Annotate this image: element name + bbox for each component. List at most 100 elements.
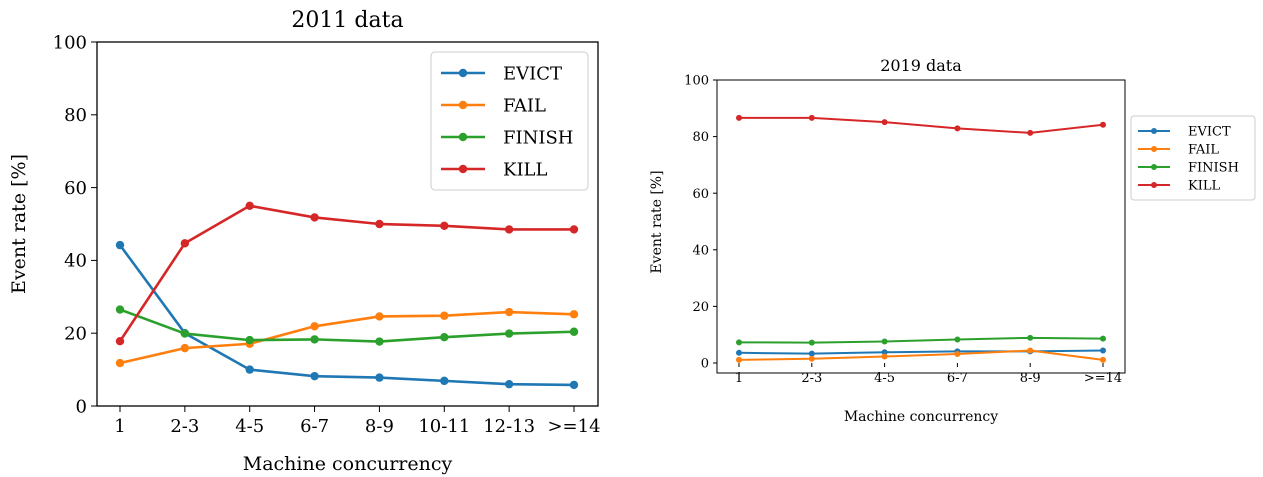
c1-legend-marker-kill: [458, 164, 468, 174]
c1-point-fail: [180, 343, 190, 353]
c2-point-kill: [954, 125, 961, 132]
c2-point-fail: [1100, 356, 1106, 363]
c2-point-kill: [881, 119, 888, 126]
chart-2019-legend: EVICT FAIL FINISH KILL: [1130, 115, 1256, 201]
c1-point-fail: [440, 311, 449, 320]
c2-point-kill: [1100, 121, 1106, 128]
chart-2019-frame: [716, 79, 1126, 374]
c1-xtick-label: 12-13: [483, 416, 535, 437]
c1-point-finish: [375, 337, 384, 346]
c2-legend-label-finish: FINISH: [1188, 161, 1239, 176]
c2-point-finish: [954, 336, 961, 343]
chart-2019-ylabel: Event rate [%]: [649, 170, 665, 273]
c1-point-kill: [440, 221, 449, 231]
c2-legend-marker-evict: [1151, 128, 1157, 134]
c2-point-fail: [881, 353, 888, 360]
chart-2019-xlabel: Machine concurrency: [844, 409, 998, 425]
c2-point-kill: [1027, 129, 1034, 136]
c1-point-evict: [245, 365, 254, 374]
c1-legend-label-kill: KILL: [503, 159, 548, 180]
c2-xtick-label: 4-5: [874, 371, 895, 386]
c2-ytick-label: 80: [692, 130, 709, 145]
c1-ytick-label: 40: [64, 251, 87, 272]
c1-point-evict: [115, 240, 125, 250]
chart-2019-title: 2019 data: [880, 56, 962, 75]
c1-ytick-label: 60: [64, 178, 87, 199]
chart-2019-series: [736, 114, 1106, 363]
c2-point-fail: [1027, 347, 1034, 354]
c2-ytick-label: 0: [701, 357, 709, 372]
c2-legend-label-evict: EVICT: [1188, 125, 1231, 140]
c2-point-kill: [808, 114, 815, 121]
c1-point-kill: [245, 201, 254, 210]
c2-point-fail: [736, 356, 742, 363]
chart-2011-x-ticks: 1 2-3 4-5 6-7 8-9 10-11 12-13 >=14: [114, 406, 601, 437]
c1-legend-marker-fail: [458, 100, 468, 110]
c1-point-evict: [569, 380, 579, 390]
chart-2011-legend: EVICT FAIL FINISH KILL: [430, 51, 589, 191]
chart-2019-legend-box: [1130, 115, 1256, 201]
c2-legend-label-kill: KILL: [1188, 179, 1220, 194]
c1-series-line-fail: [119, 310, 575, 365]
c2-point-kill: [736, 114, 742, 121]
c1-point-finish: [310, 335, 319, 344]
c2-series-line-finish: [738, 336, 1104, 344]
c1-legend-marker-evict: [458, 68, 468, 78]
c1-ytick-label: 0: [76, 396, 87, 417]
chart-2011-title: 2011 data: [291, 8, 403, 33]
c2-point-evict: [808, 350, 815, 357]
c2-series-line-kill: [739, 116, 1104, 134]
c1-series-line-evict: [118, 244, 575, 387]
c2-legend-marker-kill: [1151, 182, 1157, 188]
chart-2011-ylabel: Event rate [%]: [8, 154, 30, 294]
c1-xtick-label: 4-5: [235, 416, 264, 437]
c1-series-line-finish: [119, 308, 575, 343]
c1-point-evict: [310, 371, 319, 381]
c1-point-finish: [115, 305, 125, 314]
c1-point-evict: [504, 379, 514, 389]
c2-point-finish: [808, 339, 815, 346]
c2-ytick-label: 100: [684, 74, 709, 89]
c2-xtick-label: 1: [735, 371, 743, 386]
chart-2011-frame: [96, 41, 599, 407]
c1-xtick-label: 1: [114, 416, 125, 437]
c1-point-finish: [569, 327, 579, 336]
c1-point-fail: [375, 312, 384, 321]
c1-series-line-kill: [118, 204, 574, 342]
c2-xtick-label: 6-7: [947, 371, 968, 386]
c1-point-kill: [310, 213, 319, 222]
c1-point-fail: [115, 358, 125, 368]
c2-point-fail: [808, 355, 815, 362]
c1-point-finish: [504, 329, 514, 338]
chart-2011-xlabel: Machine concurrency: [243, 453, 453, 475]
c1-ytick-label: 100: [53, 32, 87, 53]
c2-point-evict: [881, 349, 888, 356]
c1-ytick-label: 80: [64, 105, 87, 126]
c2-legend-marker-finish: [1151, 164, 1157, 170]
chart-2011-series: [115, 201, 579, 390]
c2-series-line-fail: [738, 349, 1104, 361]
c1-legend-label-evict: EVICT: [503, 63, 562, 84]
c1-point-kill: [504, 225, 514, 234]
c2-xtick-label: 2-3: [801, 371, 822, 386]
chart-2019-x-ticks: 1 2-3 4-5 6-7 8-9 >=14: [735, 363, 1122, 386]
chart-2011: 2011 data Machine concurrency Event rate…: [8, 8, 601, 475]
c1-ytick-label: 20: [64, 324, 87, 345]
chart-2011-legend-box: [430, 51, 589, 191]
c2-point-evict: [1100, 347, 1106, 354]
c1-point-finish: [440, 333, 449, 342]
c2-ytick-label: 60: [692, 187, 709, 202]
chart-2019: 2019 data Machine concurrency Event rate…: [649, 56, 1256, 425]
c1-xtick-label: >=14: [547, 416, 600, 437]
c1-point-fail: [569, 310, 579, 319]
c2-point-evict: [736, 349, 742, 356]
c1-point-finish: [180, 329, 190, 338]
c1-point-kill: [180, 239, 190, 248]
c1-xtick-label: 2-3: [170, 416, 199, 437]
c1-point-finish: [245, 335, 254, 345]
c2-ytick-label: 40: [692, 243, 709, 258]
c2-point-finish: [1027, 334, 1034, 341]
c2-ytick-label: 20: [692, 300, 709, 315]
c1-point-fail: [504, 307, 514, 317]
